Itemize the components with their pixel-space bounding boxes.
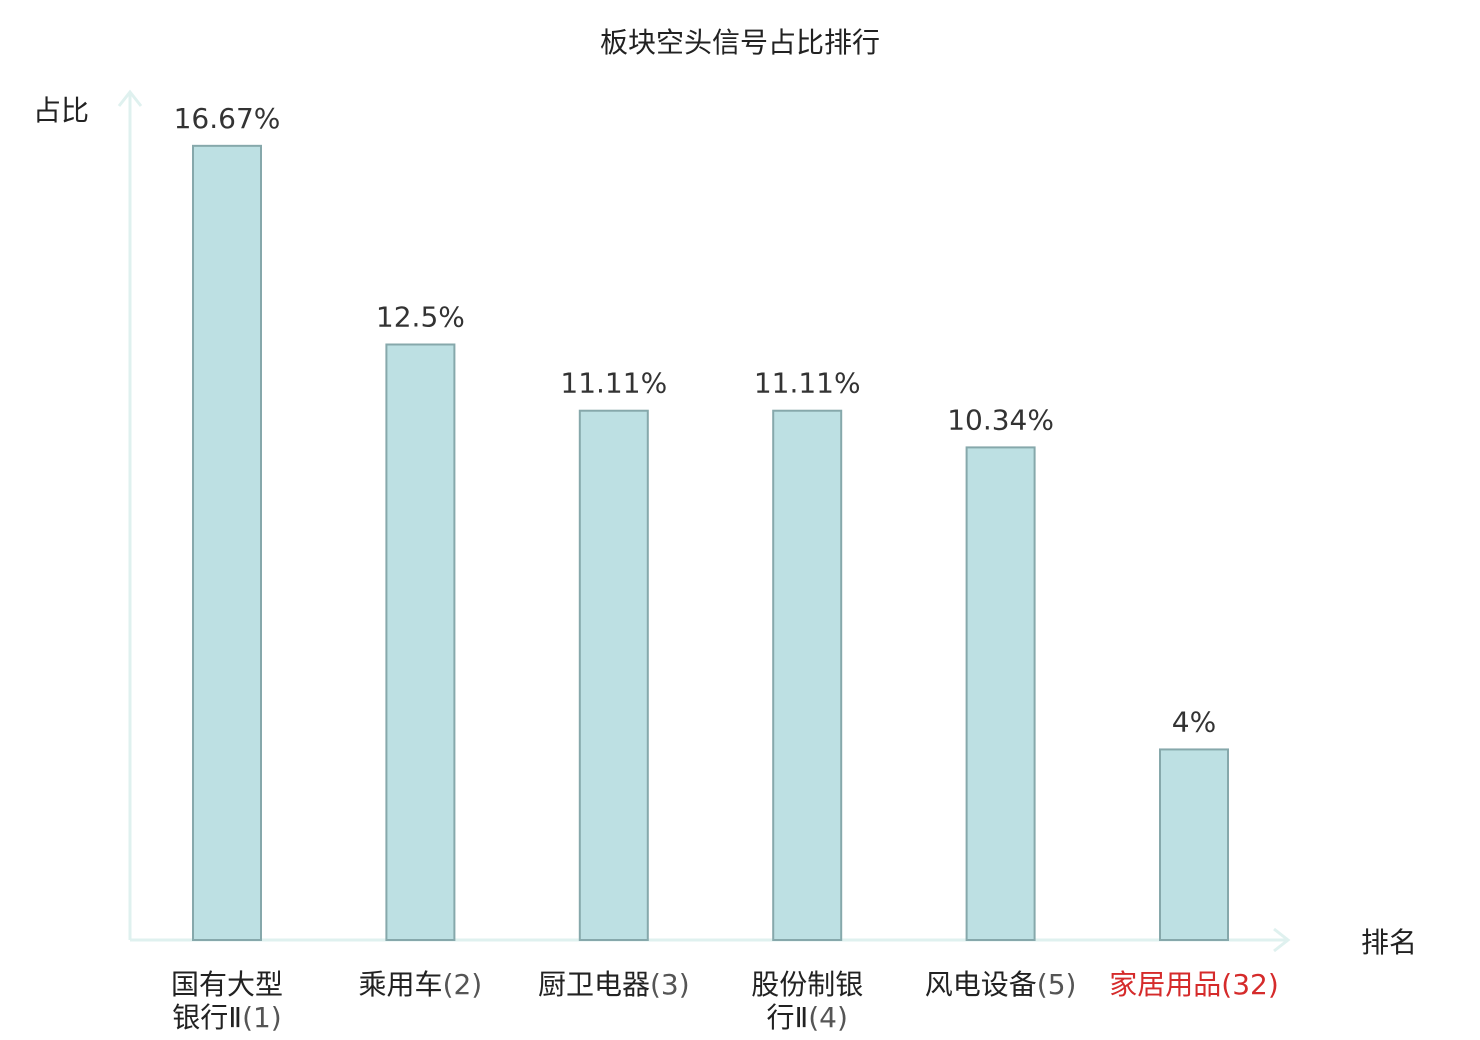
x-tick-label-text: 行Ⅱ [766, 1001, 808, 1034]
y-axis: 占比 [33, 89, 143, 940]
x-axis: 排名 [130, 926, 1417, 959]
value-label-4: 11.11% [754, 367, 861, 400]
value-label-6: 4% [1172, 705, 1216, 738]
x-tick-label-text: 银行Ⅱ [172, 1001, 242, 1034]
bar-3 [578, 409, 649, 941]
bar-1 [192, 144, 262, 942]
x-tick-label-1: 国有大型银行Ⅱ(1) [171, 968, 283, 1034]
y-axis-label: 占比 [33, 94, 89, 127]
x-tick-label-2: 乘用车(2) [359, 968, 483, 1001]
x-tick-label-rank: (4) [808, 1001, 848, 1034]
bar-2 [385, 343, 456, 941]
bar-6 [1159, 748, 1229, 942]
bars [192, 144, 1229, 942]
x-axis-label: 排名 [1361, 926, 1417, 959]
x-tick-label-text: 风电设备 [925, 968, 1037, 1001]
x-tick-label-rank: (2) [443, 968, 483, 1001]
x-tick-label-5: 风电设备(5) [925, 968, 1077, 1001]
value-label-2: 12.5% [376, 300, 465, 333]
value-label-3: 11.11% [560, 367, 667, 400]
x-tick-label-rank: (1) [242, 1001, 282, 1034]
x-axis-arrow [1273, 927, 1291, 953]
chart-title: 板块空头信号占比排行 [600, 26, 880, 59]
y-axis-arrow [117, 89, 143, 107]
x-tick-label-rank: (32) [1221, 968, 1278, 1001]
x-tick-label-3: 厨卫电器(3) [538, 968, 690, 1001]
category-labels: 国有大型银行Ⅱ(1) 乘用车(2) 厨卫电器(3) 股份制银行Ⅱ(4) 风电设备(5) 家… [171, 968, 1279, 1034]
x-tick-label-4: 股份制银行Ⅱ(4) [751, 968, 863, 1034]
value-label-5: 10.34% [947, 403, 1054, 436]
x-tick-label-text: 乘用车 [359, 968, 443, 1001]
value-labels: 16.67% 12.5% 11.11% 11.11% 10.34% 4% [174, 102, 1217, 739]
bar-4 [772, 409, 843, 941]
bar-5 [965, 446, 1036, 941]
x-tick-label-6: 家居用品(32) [1109, 968, 1279, 1001]
x-tick-label-text: 股份制银 [751, 968, 863, 1001]
x-tick-label-text: 家居用品 [1109, 968, 1221, 1001]
x-tick-label-text: 厨卫电器 [538, 968, 650, 1001]
x-tick-label-rank: (3) [650, 968, 690, 1001]
value-label-1: 16.67% [174, 102, 281, 135]
x-tick-label-text: 国有大型 [171, 968, 283, 1001]
x-tick-label-rank: (5) [1037, 968, 1077, 1001]
